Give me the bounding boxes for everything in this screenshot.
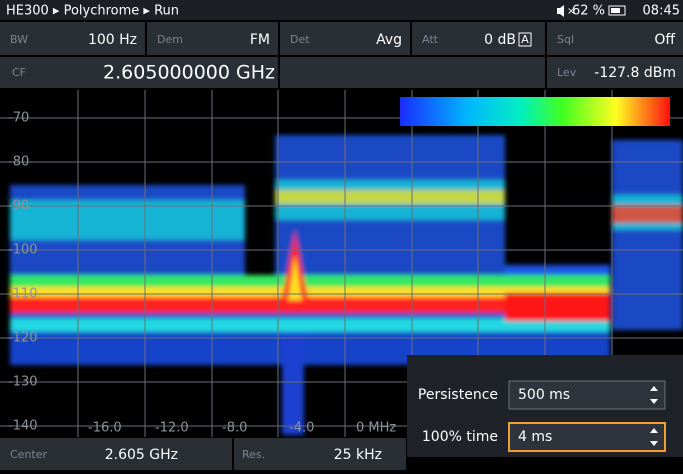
center-cell[interactable] <box>0 438 232 470</box>
y-label: -80 <box>8 155 29 170</box>
x-label: -16.0 <box>88 421 122 436</box>
grid <box>0 90 683 437</box>
param-value: 100 Hz <box>88 32 137 48</box>
y-label: -110 <box>8 287 38 302</box>
param-label: Att <box>422 33 439 46</box>
y-label: -90 <box>8 199 29 214</box>
res-label: Res. <box>242 448 265 461</box>
cf-cell[interactable] <box>0 57 278 88</box>
persistence-value: 500 ms <box>518 387 570 403</box>
lev-value: -127.8 dBm <box>594 65 676 81</box>
param-cell[interactable] <box>280 22 410 55</box>
param-cell[interactable] <box>547 22 683 55</box>
param-value: FM <box>250 32 270 48</box>
breadcrumb: HE300 ▸ Polychrome ▸ Run <box>6 4 179 19</box>
param-label: Det <box>290 33 310 46</box>
y-label: -70 <box>8 111 29 126</box>
spinner <box>650 386 658 404</box>
center-value: 2.605 GHz <box>105 447 178 463</box>
param-cell[interactable] <box>0 22 145 55</box>
mute-icon <box>557 5 564 17</box>
cf-value: 2.605000000 GHz <box>103 62 275 84</box>
lev-cell[interactable] <box>547 57 683 88</box>
color-scale <box>400 97 670 126</box>
status-bar <box>0 0 683 20</box>
param-label: BW <box>10 33 28 46</box>
time-select[interactable] <box>508 422 666 452</box>
x-label: -4.0 <box>289 421 314 436</box>
x-label: -12.0 <box>155 421 189 436</box>
res-cell[interactable] <box>234 438 406 470</box>
clock: 08:45 <box>643 4 680 19</box>
res-value: 25 kHz <box>334 447 382 463</box>
persistence-label: Persistence <box>418 387 498 403</box>
param-value: Off <box>654 32 675 48</box>
mute-x: × <box>567 6 575 17</box>
param-label: Dem <box>157 33 183 46</box>
param-value: 0 dB <box>484 32 516 48</box>
cf-label: CF <box>12 66 26 79</box>
att-badge: A <box>521 33 529 46</box>
time-value: 4 ms <box>518 429 552 445</box>
spinner <box>650 428 658 446</box>
y-label: -130 <box>8 375 38 390</box>
y-label: -100 <box>8 243 38 258</box>
persistence-select[interactable] <box>508 380 666 410</box>
x-label: 0 MHz <box>356 421 396 436</box>
y-label: -120 <box>8 331 38 346</box>
param-cell[interactable] <box>147 22 278 55</box>
lev-label: Lev <box>557 66 577 79</box>
y-label: -140 <box>8 419 38 434</box>
param-cell[interactable] <box>412 22 545 55</box>
param-value: Avg <box>376 32 402 48</box>
x-label: -8.0 <box>222 421 247 436</box>
time-label: 100% time <box>422 429 498 445</box>
battery-fill <box>611 8 620 13</box>
battery-level: 62 % <box>572 4 605 19</box>
param-label: Sql <box>557 33 574 46</box>
blank-cell <box>280 57 545 88</box>
center-label: Center <box>10 448 48 461</box>
att-badge-box <box>518 32 532 47</box>
battery-icon <box>608 5 626 16</box>
